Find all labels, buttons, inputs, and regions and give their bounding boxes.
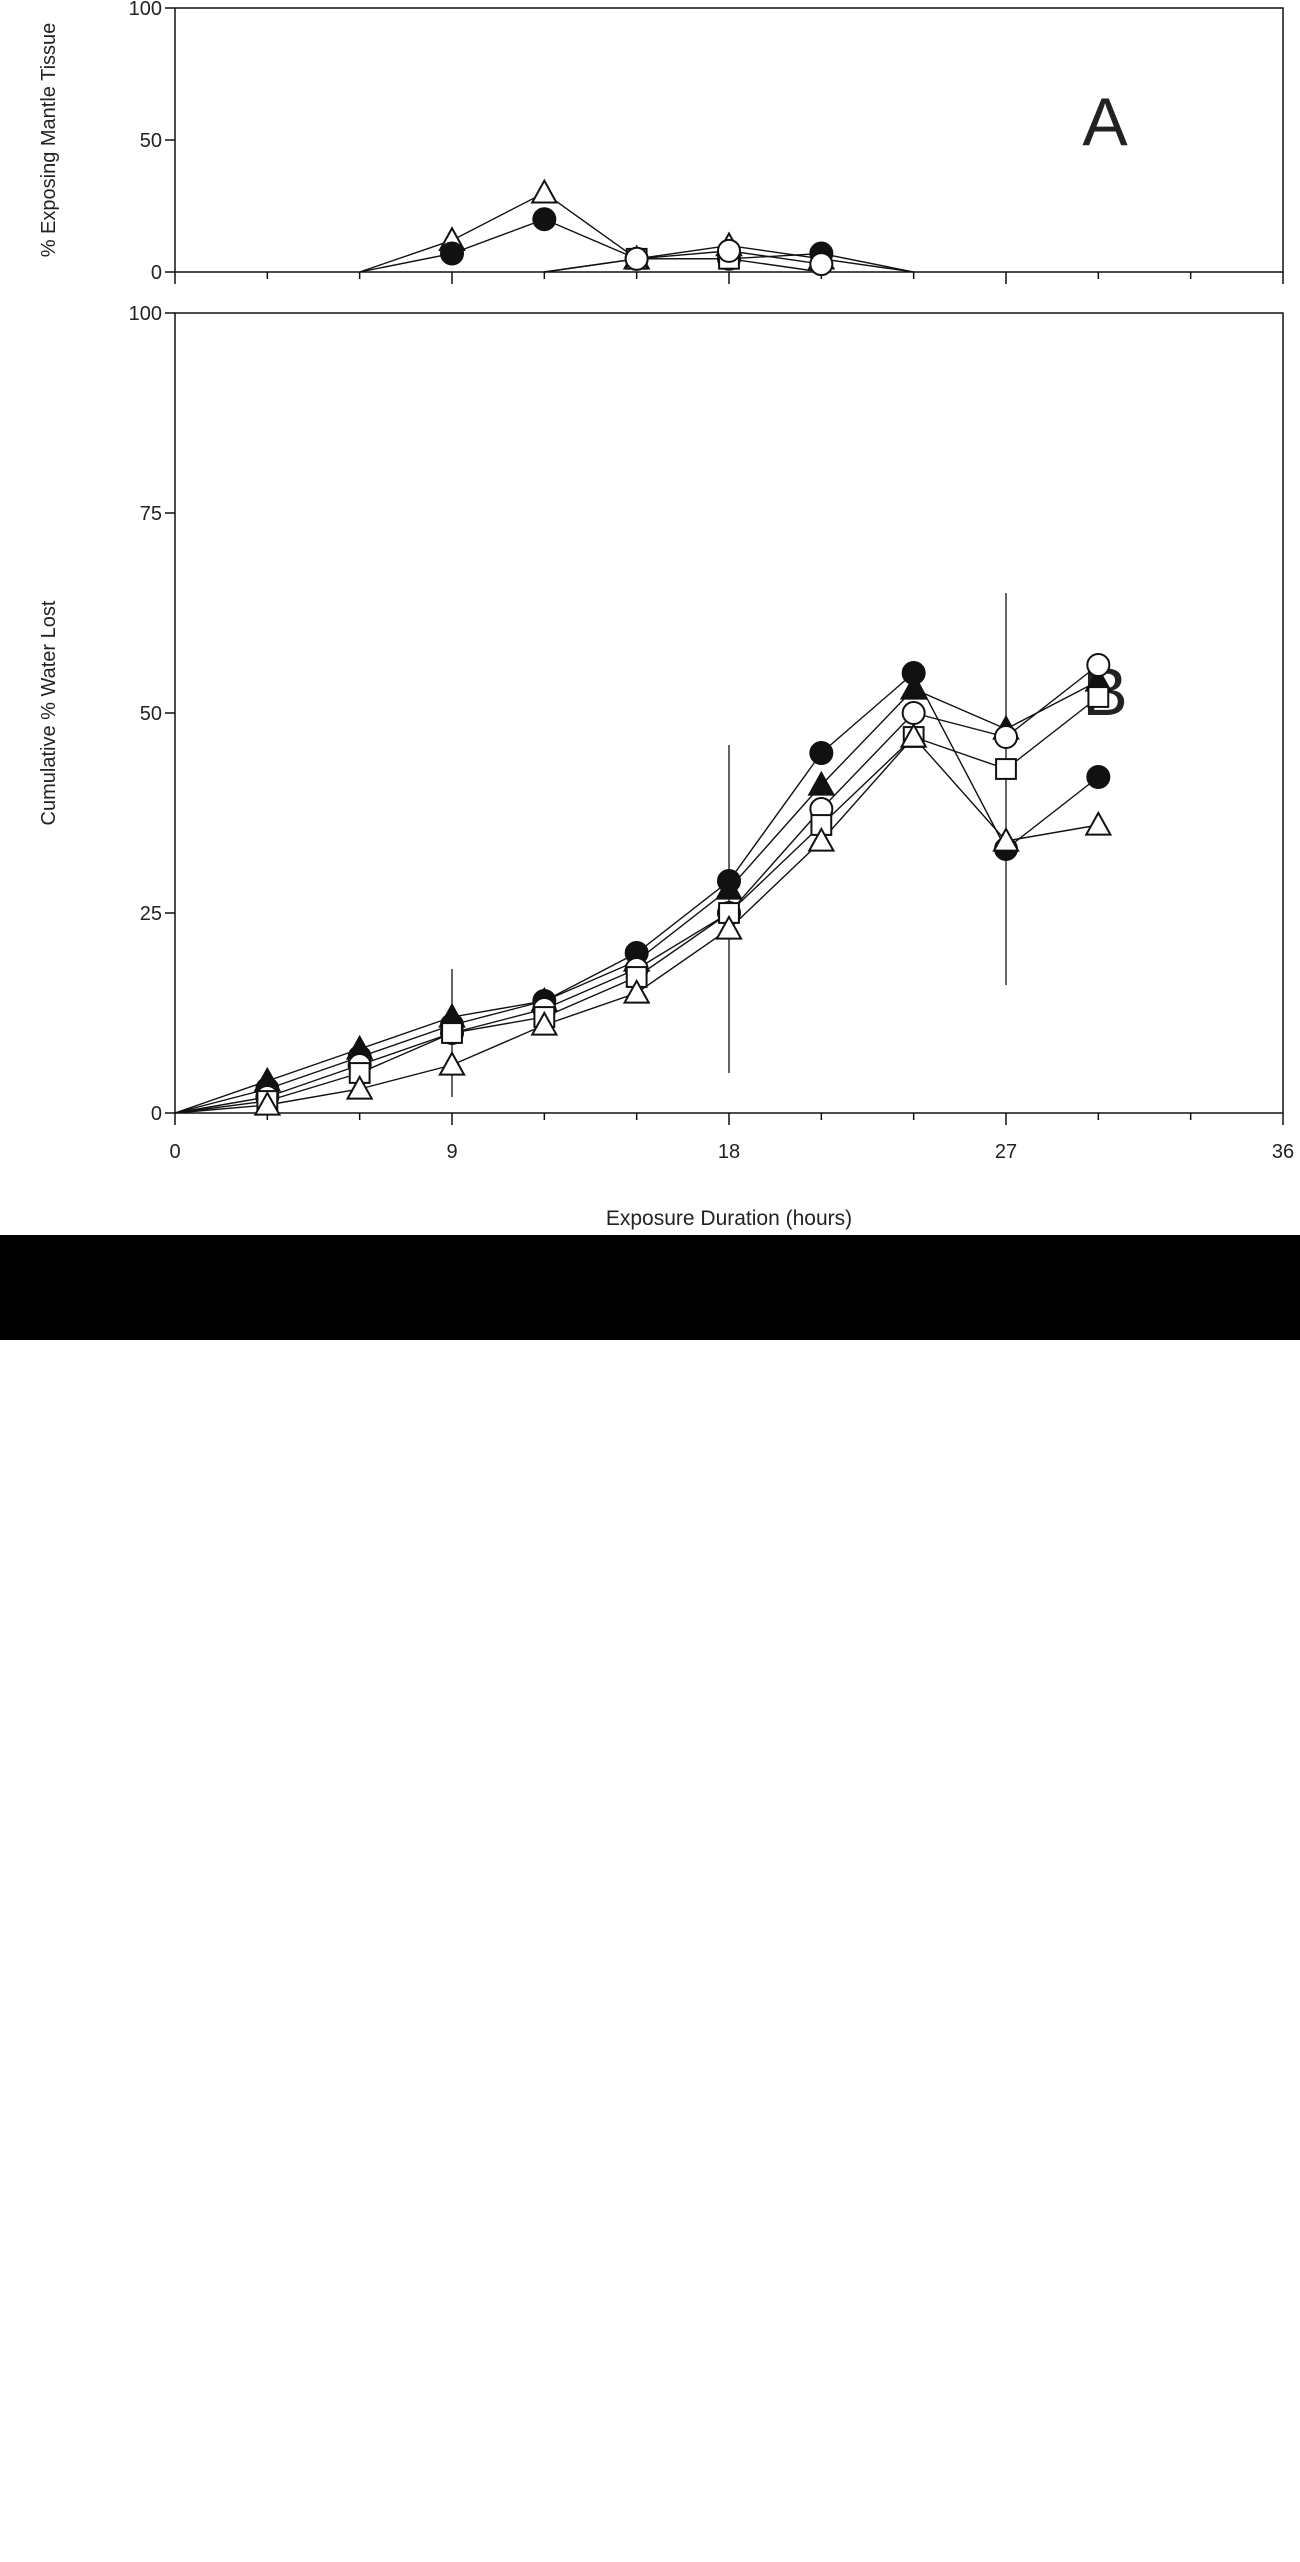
data-point [809, 252, 834, 277]
data-point [715, 914, 743, 940]
series-line [174, 664, 1099, 1114]
data-point [530, 178, 559, 204]
y-tick-label: 75 [140, 503, 162, 525]
x-tick-label: 27 [995, 1141, 1017, 1163]
x-tick-label: 0 [169, 1141, 180, 1163]
y-axis-label: % Exposing Mantle Tissue [38, 23, 60, 258]
watermark-footer: alamy RHN1AJ www.alamy.com [0, 1235, 1300, 2561]
data-point [995, 758, 1017, 780]
panel-b: 0 25 50 75 100 0 9 18 27 36 Cumulative % Water Los… [38, 303, 1294, 1230]
data-point [622, 978, 651, 1004]
data-point [807, 770, 836, 796]
site-url: www.alamy.com [1120, 2533, 1278, 2558]
data-point [532, 207, 557, 232]
data-point [1084, 810, 1113, 836]
data-point [899, 674, 928, 700]
y-tick-label: 50 [140, 130, 162, 152]
data-point [809, 741, 834, 765]
data-point [994, 725, 1018, 749]
data-point [901, 701, 926, 725]
data-point [1087, 686, 1110, 708]
y-tick-label: 100 [129, 0, 162, 20]
y-axis-label: Cumulative % Water Lost [38, 600, 60, 825]
x-tick-label: 9 [446, 1141, 457, 1163]
x-axis-label: Exposure Duration (hours) [606, 1207, 852, 1230]
data-point [715, 874, 743, 900]
x-tick-label: 18 [718, 1141, 740, 1163]
figure: 0 50 100 % Exposing Mantle Tissue A 0 25 50 75 1… [0, 0, 1300, 1235]
data-point [1086, 653, 1111, 677]
y-tick-label: 0 [151, 262, 162, 284]
data-point [717, 238, 741, 263]
image-code: RHN1AJ [1120, 2497, 1225, 2527]
panel-a: 0 50 100 % Exposing Mantle Tissue A [38, 0, 1284, 284]
y-tick-label: 100 [129, 303, 162, 325]
data-point [438, 1050, 466, 1076]
data-point [530, 1010, 559, 1036]
series-line [174, 671, 1099, 1114]
y-tick-label: 0 [151, 1103, 162, 1125]
series-line [174, 696, 1099, 1114]
series-line [174, 735, 1099, 1114]
data-point [1086, 765, 1111, 789]
x-tick-label: 36 [1272, 1141, 1294, 1163]
data-point [807, 826, 836, 852]
series-line [544, 250, 822, 273]
panel-label: A [1082, 84, 1128, 160]
data-point [253, 1090, 282, 1116]
data-point [345, 1074, 374, 1100]
chart-svg: 0 50 100 % Exposing Mantle Tissue A 0 25 50 75 1… [38, 0, 1294, 1230]
series-line [174, 680, 1099, 1114]
alamy-logo: alamy [20, 2498, 175, 2561]
data-point [624, 246, 649, 271]
y-tick-label: 25 [140, 903, 162, 925]
data-point [441, 1022, 463, 1044]
y-tick-label: 50 [140, 703, 162, 725]
data-point [899, 722, 928, 748]
data-point [440, 241, 464, 266]
data-point [992, 826, 1020, 852]
